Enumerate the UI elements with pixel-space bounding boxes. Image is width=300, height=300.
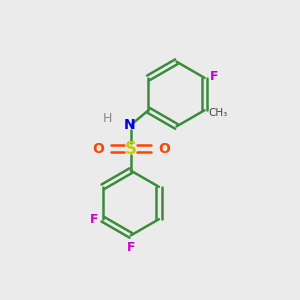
Text: O: O [92, 142, 104, 155]
Text: CH₃: CH₃ [209, 108, 228, 118]
Text: O: O [158, 142, 170, 155]
Text: F: F [90, 213, 99, 226]
Text: F: F [127, 241, 135, 254]
Text: N: N [123, 118, 135, 132]
Text: H: H [102, 112, 112, 125]
Text: F: F [210, 70, 218, 83]
Text: S: S [125, 140, 137, 158]
